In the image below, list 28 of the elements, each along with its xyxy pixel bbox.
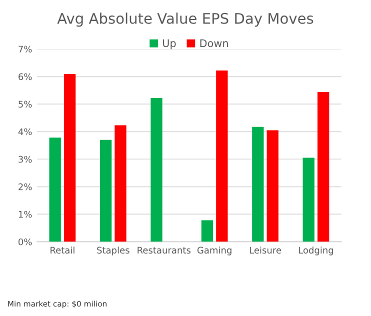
x-tick-label: Staples xyxy=(97,246,130,256)
bar xyxy=(252,126,264,242)
x-tick-label: Restaurants xyxy=(138,246,190,254)
x-tick-label: Gaming xyxy=(197,246,232,256)
legend-label: Down xyxy=(200,39,228,48)
bar xyxy=(266,130,278,242)
x-tick-label: Lodging xyxy=(298,246,334,256)
y-tick-label: 5% xyxy=(18,100,32,108)
bar xyxy=(64,74,76,242)
chart-title: Avg Absolute Value EPS Day Moves xyxy=(57,12,314,27)
y-tick-label: 6% xyxy=(18,73,32,80)
y-tick-label: 7% xyxy=(18,46,32,53)
bar xyxy=(201,220,214,242)
y-tick-label: 1% xyxy=(18,210,32,218)
bar xyxy=(317,92,330,242)
bar xyxy=(49,138,61,242)
x-tick-label: Leisure xyxy=(250,246,281,254)
bar xyxy=(150,98,162,242)
bar xyxy=(216,70,228,242)
legend-label: Up xyxy=(163,39,176,50)
y-tick-label: 0% xyxy=(18,238,32,246)
bar xyxy=(114,125,126,242)
bar xyxy=(302,158,314,242)
y-tick-label: 4% xyxy=(18,128,32,136)
x-tick-label: Retail xyxy=(50,246,74,254)
y-tick-label: 2% xyxy=(18,183,32,190)
bar xyxy=(100,140,112,242)
y-tick-label: 3% xyxy=(18,156,32,163)
